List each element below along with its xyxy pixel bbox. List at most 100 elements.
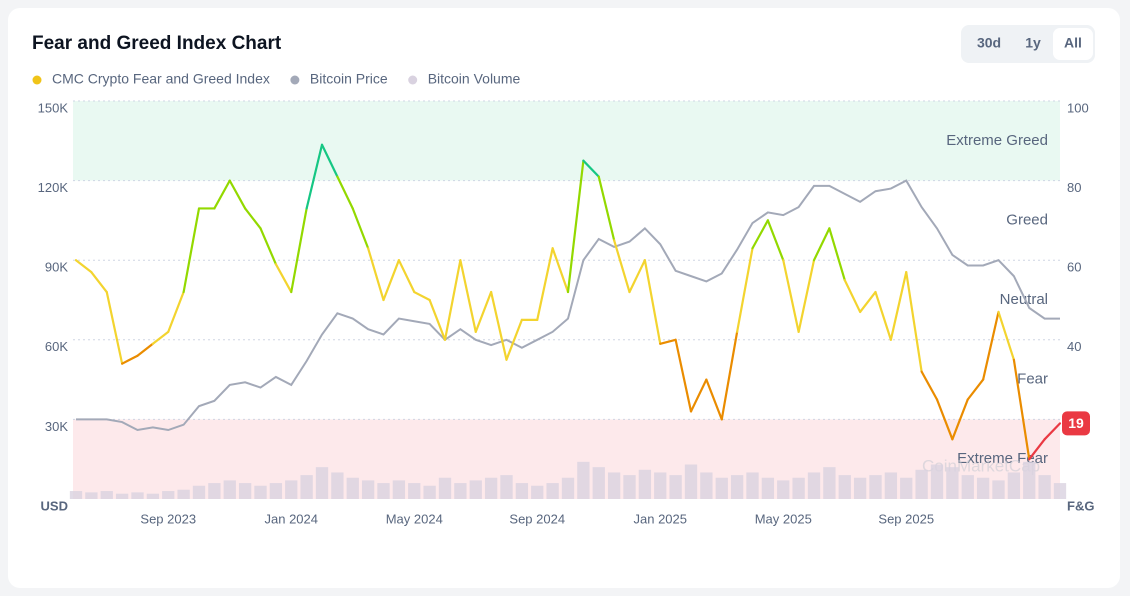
fng-line-segment [413, 290, 431, 302]
fng-line-segment [474, 290, 493, 333]
volume-bar [823, 467, 836, 499]
fng-line-segment [1043, 422, 1062, 441]
fng-line-segment [397, 259, 416, 294]
legend-label: Bitcoin Volume [428, 71, 521, 87]
fng-line-segment [367, 247, 385, 302]
volume-bar [946, 467, 959, 499]
y2-tick-label: 40 [1067, 339, 1081, 354]
price-line [76, 179, 1060, 432]
range-button[interactable]: 30d [977, 35, 1001, 51]
fng-line-segment [582, 159, 600, 178]
fng-line-segment [244, 207, 262, 230]
volume-bar [1053, 483, 1067, 499]
y-axis-label: USD [41, 498, 68, 513]
volume-bar [869, 475, 882, 499]
volume-bar [115, 493, 129, 499]
fng-line-segment [1028, 438, 1046, 461]
y2-tick-label: 100 [1067, 100, 1089, 115]
zone-band [73, 101, 1060, 181]
volume-bar [346, 477, 359, 499]
range-button[interactable]: 1y [1025, 35, 1041, 51]
volume-bar [992, 480, 1005, 499]
volume-bar [254, 485, 267, 499]
fng-line-segment [428, 298, 447, 341]
volume-bar [69, 491, 83, 499]
fng-line-segment [351, 207, 370, 250]
legend-label: Bitcoin Price [310, 71, 388, 87]
zone-label: Fear [1017, 371, 1048, 388]
volume-bar [131, 492, 144, 499]
y-tick-label: 150K [38, 100, 69, 115]
volume-bar [392, 480, 406, 499]
fng-line-segment [766, 219, 785, 262]
fng-line-segment [1012, 358, 1031, 461]
volume-bar [469, 480, 482, 499]
fng-line-segment [674, 338, 693, 413]
volume-bar [162, 491, 175, 499]
volume-bar [700, 472, 713, 499]
volume-bar [269, 483, 283, 499]
fng-line-segment [167, 290, 185, 333]
volume-bar [654, 472, 667, 499]
fng-line-segment [259, 227, 277, 266]
fng-line-segment [105, 290, 124, 365]
legend-label: CMC Crypto Fear and Greed Index [52, 71, 270, 87]
volume-bar [1038, 475, 1051, 499]
volume-bar [838, 475, 851, 499]
x-tick-label: May 2024 [386, 511, 443, 526]
volume-bar [331, 472, 344, 499]
range-button[interactable]: All [1064, 35, 1082, 51]
volume-bar [746, 472, 759, 499]
volume-bar [223, 480, 236, 499]
fng-line-segment [536, 247, 554, 321]
fng-line-segment [74, 259, 93, 274]
range-button-active [1053, 28, 1093, 60]
y-tick-label: 90K [45, 260, 68, 275]
y-tick-label: 60K [45, 339, 68, 354]
volume-bar [930, 464, 944, 499]
fng-line-segment [459, 259, 477, 333]
volume-bar [208, 483, 221, 499]
volume-bar [238, 483, 252, 499]
fng-line-segment [997, 310, 1015, 361]
volume-bar [730, 475, 744, 499]
fng-line-segment [935, 398, 954, 441]
volume-bar [853, 477, 867, 499]
chart-title: Fear and Greed Index Chart [32, 33, 282, 54]
volume-bar [961, 475, 974, 499]
legend-dot [32, 75, 42, 85]
legend-dot [408, 75, 418, 85]
volume-bar [100, 491, 113, 499]
volume-bar [607, 472, 621, 499]
fng-line-segment [305, 143, 324, 210]
fng-line-segment [597, 175, 616, 242]
volume-bar [531, 485, 544, 499]
fng-line-segment [382, 259, 400, 302]
volume-bar [669, 475, 682, 499]
volume-bar [438, 477, 452, 499]
fng-line-segment [828, 227, 846, 282]
volume-bar [285, 480, 298, 499]
x-tick-label: Sep 2023 [140, 511, 196, 526]
legend-dot [290, 75, 300, 85]
fng-line-segment [628, 259, 646, 294]
zone-label: Extreme Greed [946, 132, 1048, 149]
fng-line-segment [859, 290, 877, 314]
x-tick-label: Jan 2025 [634, 511, 688, 526]
fng-line-segment [213, 179, 231, 210]
fng-line-segment [336, 175, 354, 210]
volume-bar [777, 480, 790, 499]
fng-line-segment [182, 207, 201, 294]
fng-line-segment [274, 263, 293, 294]
fng-line-segment [812, 227, 831, 262]
fng-line-segment [797, 259, 816, 333]
volume-bar [300, 475, 313, 499]
volume-bar [146, 493, 160, 499]
volume-bar [623, 475, 636, 499]
fng-line-segment [613, 239, 631, 294]
y2-tick-label: 60 [1067, 260, 1081, 275]
fng-line-segment [982, 310, 1000, 381]
volume-bar [500, 475, 513, 499]
volume-bar [423, 485, 436, 499]
